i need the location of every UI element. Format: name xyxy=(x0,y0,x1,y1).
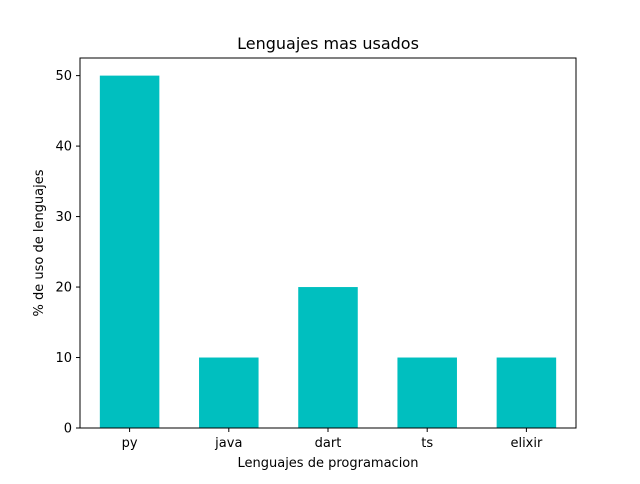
x-tick-label: dart xyxy=(315,436,342,451)
y-tick-label: 50 xyxy=(55,69,72,84)
bar-elixir xyxy=(496,357,557,428)
y-tick-label: 20 xyxy=(55,281,72,296)
y-axis: 0 10 20 30 40 50 xyxy=(55,69,80,437)
y-tick-label: 30 xyxy=(55,210,72,225)
bar-dart xyxy=(298,287,358,428)
chart-title: Lenguajes mas usados xyxy=(237,34,419,53)
bar-java xyxy=(199,357,259,428)
x-tick-label: java xyxy=(214,436,242,451)
x-tick-label: ts xyxy=(421,436,433,451)
y-axis-label: % de uso de lenguajes xyxy=(32,169,47,316)
x-tick-label: py xyxy=(122,436,138,451)
bars-group xyxy=(99,75,557,428)
y-tick-label: 10 xyxy=(55,351,72,366)
bar-py xyxy=(99,75,160,428)
x-tick-label: elixir xyxy=(510,436,543,451)
y-tick-label: 40 xyxy=(55,140,72,155)
y-tick-label: 0 xyxy=(64,422,72,437)
x-axis: py java dart ts elixir xyxy=(122,428,543,451)
x-axis-label: Lenguajes de programacion xyxy=(237,456,418,471)
bar-ts xyxy=(397,357,457,428)
